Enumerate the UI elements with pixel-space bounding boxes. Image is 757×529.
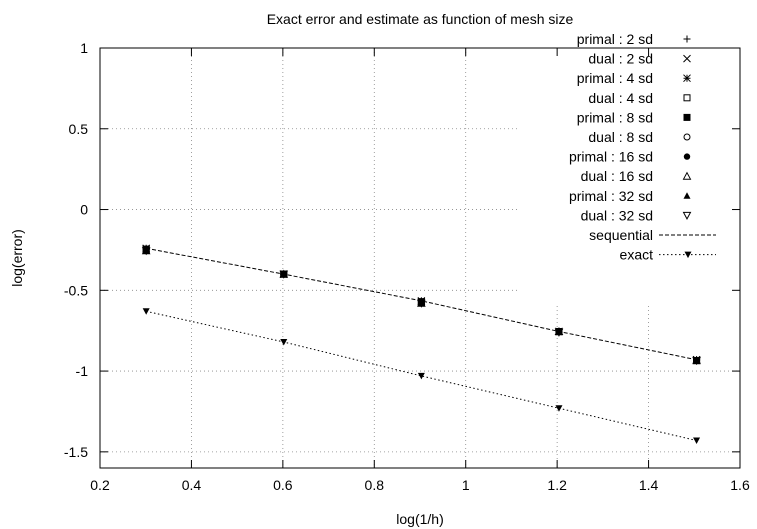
legend-marker <box>683 54 691 63</box>
y-tick-label: -1 <box>76 363 89 379</box>
x-tick-label: 0.4 <box>182 477 202 493</box>
y-tick-label: -0.5 <box>64 282 88 298</box>
legend-marker <box>683 113 691 121</box>
legend-label: exact <box>620 247 654 263</box>
x-tick-label: 1.2 <box>547 477 567 493</box>
legend-label: primal : 2 sd <box>577 31 653 47</box>
x-tick-label: 0.8 <box>365 477 385 493</box>
x-tick-label: 1.6 <box>730 477 750 493</box>
data-point <box>555 328 563 336</box>
legend-marker <box>684 251 692 259</box>
data-point <box>555 405 563 412</box>
legend-label: sequential <box>589 227 653 243</box>
series-8 <box>142 247 701 364</box>
data-point <box>554 328 564 337</box>
series-line <box>146 247 697 361</box>
y-tick-label: 0.5 <box>69 121 89 137</box>
legend-label: dual : 4 sd <box>588 90 653 106</box>
chart-title: Exact error and estimate as function of … <box>267 11 574 27</box>
x-tick-label: 1.4 <box>639 477 659 493</box>
series-11 <box>142 308 701 445</box>
x-axis-label: log(1/h) <box>396 511 443 527</box>
data-point <box>692 357 701 366</box>
data-point <box>142 247 150 254</box>
y-axis-label: log(error) <box>9 229 25 287</box>
data-point <box>280 339 288 346</box>
y-tick-label: -1.5 <box>64 444 88 460</box>
data-point <box>693 437 701 445</box>
series-9 <box>141 247 701 366</box>
legend-label: primal : 4 sd <box>577 70 653 86</box>
legend-label: primal : 8 sd <box>577 109 653 125</box>
legend: primal : 2 sd dual : 2 sd primal : 4 sd dua… <box>569 31 716 263</box>
data-point <box>141 247 151 256</box>
legend-marker <box>683 133 691 141</box>
data-point <box>417 372 425 380</box>
x-tick-label: 1 <box>462 477 470 493</box>
x-tick-label: 0.2 <box>90 477 110 493</box>
legend-marker <box>683 153 691 160</box>
plot-frame <box>99 47 741 469</box>
data-point <box>142 308 150 315</box>
legend-label: dual : 8 sd <box>588 129 653 145</box>
y-tick-label: 1 <box>80 40 88 56</box>
legend-label: primal : 16 sd <box>569 149 653 165</box>
y-tick-label: 0 <box>80 202 88 218</box>
data-point <box>693 357 701 364</box>
legend-marker <box>682 211 692 220</box>
legend-marker <box>683 192 691 199</box>
legend-label: dual : 2 sd <box>588 51 653 67</box>
series-layer <box>141 244 701 445</box>
data-point <box>417 299 426 308</box>
data-point <box>417 299 425 307</box>
legend-marker <box>683 94 691 102</box>
legend-label: primal : 32 sd <box>569 188 653 204</box>
legend-marker <box>682 171 692 180</box>
axis-ticks: 0.2 0.4 0.6 0.8 1 1.2 1.4 1.6 -1.5 -1 -0.5 0 0.5 1 <box>64 40 750 493</box>
legend-marker <box>683 35 691 43</box>
series-10 <box>146 247 697 361</box>
x-tick-label: 0.6 <box>273 477 293 493</box>
legend-label: dual : 32 sd <box>581 207 653 223</box>
legend-marker <box>683 74 691 83</box>
grid-lines <box>100 48 740 468</box>
legend-label: dual : 16 sd <box>581 168 653 184</box>
